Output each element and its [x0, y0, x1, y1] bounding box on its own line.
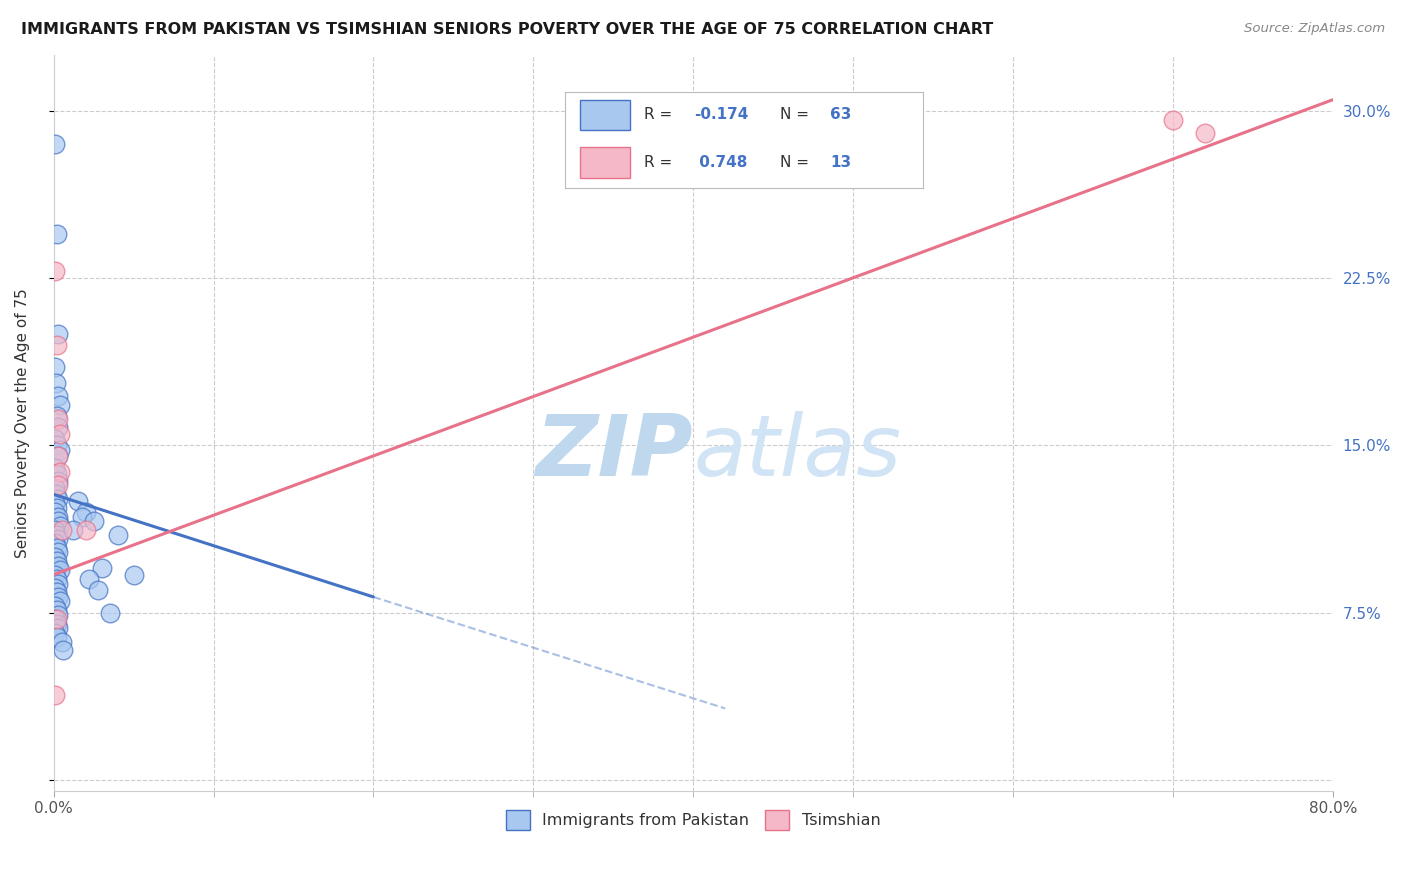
Point	[49, 465, 72, 479]
Point	[44, 264, 66, 278]
Point	[44, 612, 66, 626]
Point	[48, 474, 70, 488]
Point	[45, 467, 67, 482]
Legend: Immigrants from Pakistan, Tsimshian: Immigrants from Pakistan, Tsimshian	[499, 804, 887, 836]
Point	[45, 572, 67, 586]
Point	[48, 545, 70, 559]
Point	[44, 496, 66, 510]
Point	[45, 616, 67, 631]
Point	[45, 409, 67, 424]
Point	[51, 523, 73, 537]
Text: IMMIGRANTS FROM PAKISTAN VS TSIMSHIAN SENIORS POVERTY OVER THE AGE OF 75 CORRELA: IMMIGRANTS FROM PAKISTAN VS TSIMSHIAN SE…	[21, 22, 994, 37]
Point	[44, 581, 66, 595]
Point	[72, 509, 94, 524]
Point	[48, 420, 70, 434]
Point	[77, 572, 100, 586]
Point	[44, 432, 66, 446]
Point	[44, 460, 66, 475]
Text: ZIP: ZIP	[536, 411, 693, 494]
Point	[48, 491, 70, 506]
Point	[48, 478, 70, 492]
Point	[48, 558, 70, 573]
Point	[48, 509, 70, 524]
Point	[122, 567, 145, 582]
Point	[44, 688, 66, 702]
Point	[45, 554, 67, 568]
Point	[49, 594, 72, 608]
Point	[45, 630, 67, 644]
Point	[49, 442, 72, 457]
Point	[44, 599, 66, 613]
Point	[49, 398, 72, 412]
Point	[83, 514, 105, 528]
Point	[48, 411, 70, 425]
Point	[90, 561, 112, 575]
Point	[45, 612, 67, 626]
Point	[45, 500, 67, 515]
Point	[45, 376, 67, 390]
Point	[45, 227, 67, 241]
Point	[48, 450, 70, 464]
Point	[48, 590, 70, 604]
Point	[45, 541, 67, 555]
Point	[48, 576, 70, 591]
Point	[49, 563, 72, 577]
Point	[44, 137, 66, 152]
Point	[45, 527, 67, 541]
Point	[52, 643, 75, 657]
Point	[49, 518, 72, 533]
Point	[1194, 126, 1216, 140]
Point	[51, 634, 73, 648]
Point	[48, 607, 70, 622]
Point	[45, 338, 67, 352]
Point	[45, 487, 67, 501]
Point	[48, 326, 70, 341]
Point	[107, 527, 129, 541]
Point	[98, 606, 121, 620]
Point	[44, 536, 66, 550]
Point	[44, 523, 66, 537]
Point	[48, 532, 70, 546]
Point	[48, 621, 70, 635]
Point	[46, 389, 69, 403]
Point	[44, 567, 66, 582]
Text: Source: ZipAtlas.com: Source: ZipAtlas.com	[1244, 22, 1385, 36]
Point	[44, 549, 66, 564]
Point	[44, 481, 66, 495]
Point	[45, 603, 67, 617]
Point	[1161, 112, 1184, 127]
Point	[62, 523, 84, 537]
Point	[44, 625, 66, 640]
Point	[75, 505, 97, 519]
Point	[45, 438, 67, 452]
Point	[75, 523, 97, 537]
Y-axis label: Seniors Poverty Over the Age of 75: Seniors Poverty Over the Age of 75	[15, 288, 30, 558]
Point	[87, 583, 110, 598]
Point	[49, 427, 72, 442]
Point	[66, 494, 89, 508]
Point	[46, 514, 69, 528]
Point	[44, 360, 66, 375]
Text: atlas: atlas	[693, 411, 901, 494]
Point	[44, 505, 66, 519]
Point	[48, 450, 70, 464]
Point	[45, 585, 67, 599]
